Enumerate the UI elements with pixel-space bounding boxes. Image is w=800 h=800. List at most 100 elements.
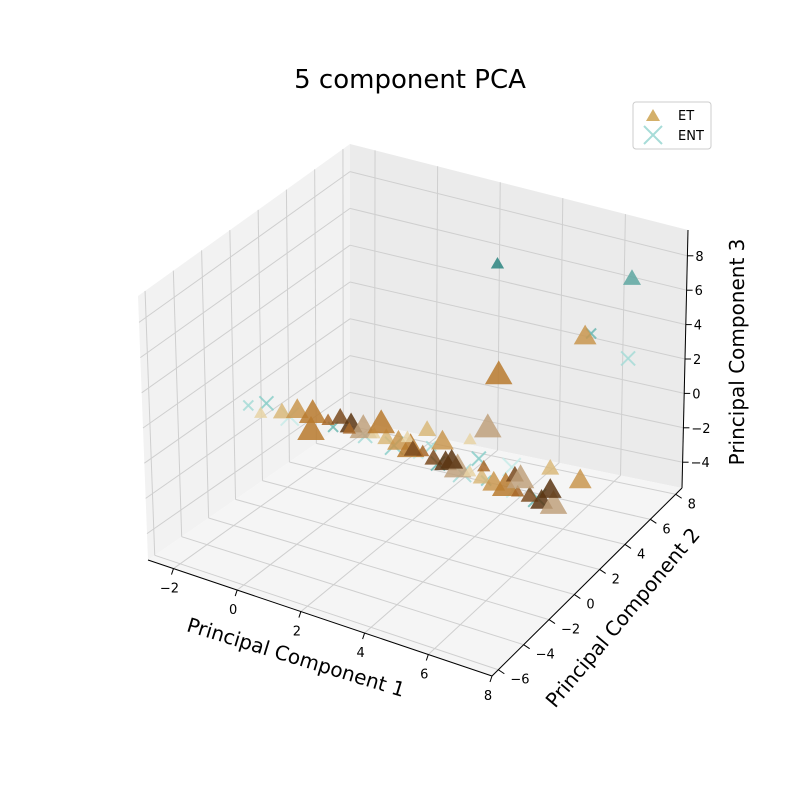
grid-z-left-2 xyxy=(144,318,351,464)
x-tick-mark-2 xyxy=(298,611,302,618)
et-point xyxy=(491,472,520,497)
grid-z-back-6 xyxy=(349,171,688,257)
et-point xyxy=(272,402,291,419)
data-points xyxy=(242,256,642,514)
et-point xyxy=(285,398,309,419)
et-point xyxy=(506,464,535,489)
et-point xyxy=(490,256,505,269)
z-tick-label-6: 8 xyxy=(695,250,703,265)
pane-x-min xyxy=(138,144,350,560)
ent-point xyxy=(258,395,275,412)
x-tick-label-4: 6 xyxy=(420,668,428,683)
legend-ent-x-icon xyxy=(643,125,663,145)
z-tick-label-5: 6 xyxy=(695,284,703,299)
x-tick-label-0: −2 xyxy=(160,582,179,597)
legend-et-triangle-icon xyxy=(646,109,660,121)
et-point xyxy=(377,428,396,445)
grid-z-back-3 xyxy=(349,281,686,360)
y-tick-mark-7 xyxy=(675,493,682,499)
et-point xyxy=(321,413,335,426)
et-point xyxy=(520,486,539,502)
x-axis-line xyxy=(147,559,493,677)
grid-z-left-5 xyxy=(140,207,351,359)
chart-title: 5 component PCA xyxy=(294,65,526,95)
et-point xyxy=(298,399,327,424)
y-tick-mark-6 xyxy=(650,518,657,524)
et-point xyxy=(573,324,597,345)
et-point xyxy=(418,420,437,436)
y-tick-label-3: 0 xyxy=(586,598,594,613)
ent-point xyxy=(425,440,437,453)
x-tick-label-5: 8 xyxy=(484,689,492,704)
et-point xyxy=(472,467,491,484)
et-point xyxy=(400,430,415,443)
legend-ent-label: ENT xyxy=(678,129,704,144)
z-tick-label-4: 4 xyxy=(694,319,702,334)
grid-lines xyxy=(138,149,689,677)
et-point xyxy=(463,464,477,477)
ent-point xyxy=(620,350,636,367)
y-tick-label-0: −6 xyxy=(510,673,529,688)
legend: ET ENT xyxy=(632,101,712,150)
et-point xyxy=(367,409,395,434)
et-point xyxy=(403,440,422,456)
legend-et-label: ET xyxy=(678,109,694,124)
y-tick-mark-4 xyxy=(599,569,606,574)
x-tick-mark-3 xyxy=(362,632,366,640)
y-tick-mark-3 xyxy=(574,594,581,599)
et-point xyxy=(297,416,325,440)
y-tick-label-7: 8 xyxy=(688,497,696,512)
y-tick-label-1: −4 xyxy=(536,648,555,663)
grid-y-floor-2 xyxy=(208,517,550,621)
et-point xyxy=(254,406,268,418)
grid-y-floor-3 xyxy=(235,498,575,596)
et-point xyxy=(474,413,502,438)
et-point xyxy=(342,422,356,434)
et-point xyxy=(477,459,491,472)
x-tick-mark-0 xyxy=(171,568,174,575)
z-tick-label-0: −4 xyxy=(691,456,710,471)
z-tick-label-3: 2 xyxy=(693,353,701,368)
ent-point xyxy=(242,399,255,412)
grid-y-floor-0 xyxy=(154,554,499,671)
et-point xyxy=(538,478,562,498)
y-tick-mark-5 xyxy=(624,543,632,549)
grid-z-back-4 xyxy=(349,244,686,326)
grid-y-floor-4 xyxy=(262,480,600,570)
et-point xyxy=(331,408,350,424)
grid-z-back-2 xyxy=(349,318,685,394)
z-tick-label-1: −2 xyxy=(691,422,710,437)
grid-z-left-6 xyxy=(138,171,351,323)
et-point xyxy=(568,468,592,489)
grid-y-floor-5 xyxy=(289,461,626,545)
et-point xyxy=(622,269,642,285)
grid-z-left-1 xyxy=(145,355,351,499)
z-axis-label: Principal Component 3 xyxy=(725,239,749,466)
grid-y-floor-1 xyxy=(181,536,524,646)
et-point xyxy=(541,458,560,475)
y-tick-label-5: 4 xyxy=(637,547,645,562)
y-tick-mark-0 xyxy=(498,669,505,675)
x-tick-mark-5 xyxy=(489,675,493,683)
et-point xyxy=(463,432,477,445)
tick-labels: −2 0 2 4 6 8 −6 −4 −2 0 2 4 6 8 −4 −2 0 2 4 6 8 xyxy=(160,250,711,704)
et-point xyxy=(539,489,568,514)
x-tick-label-1: 0 xyxy=(229,603,237,618)
z-tick-label-2: 0 xyxy=(692,387,700,402)
x-tick-label-3: 4 xyxy=(356,646,364,661)
y-tick-mark-2 xyxy=(548,619,556,625)
y-tick-label-6: 6 xyxy=(662,522,670,537)
x-tick-label-2: 2 xyxy=(293,625,301,640)
grid-z-left-4 xyxy=(141,244,351,394)
y-tick-mark-1 xyxy=(523,644,530,650)
y-tick-label-2: −2 xyxy=(561,623,580,638)
grid-z-back-0 xyxy=(349,391,683,463)
et-point xyxy=(511,485,525,497)
grid-z-back-1 xyxy=(349,355,684,429)
pane-y-max xyxy=(350,144,688,488)
et-point xyxy=(424,448,443,465)
et-point xyxy=(440,448,464,469)
y-tick-label-4: 2 xyxy=(612,572,620,587)
